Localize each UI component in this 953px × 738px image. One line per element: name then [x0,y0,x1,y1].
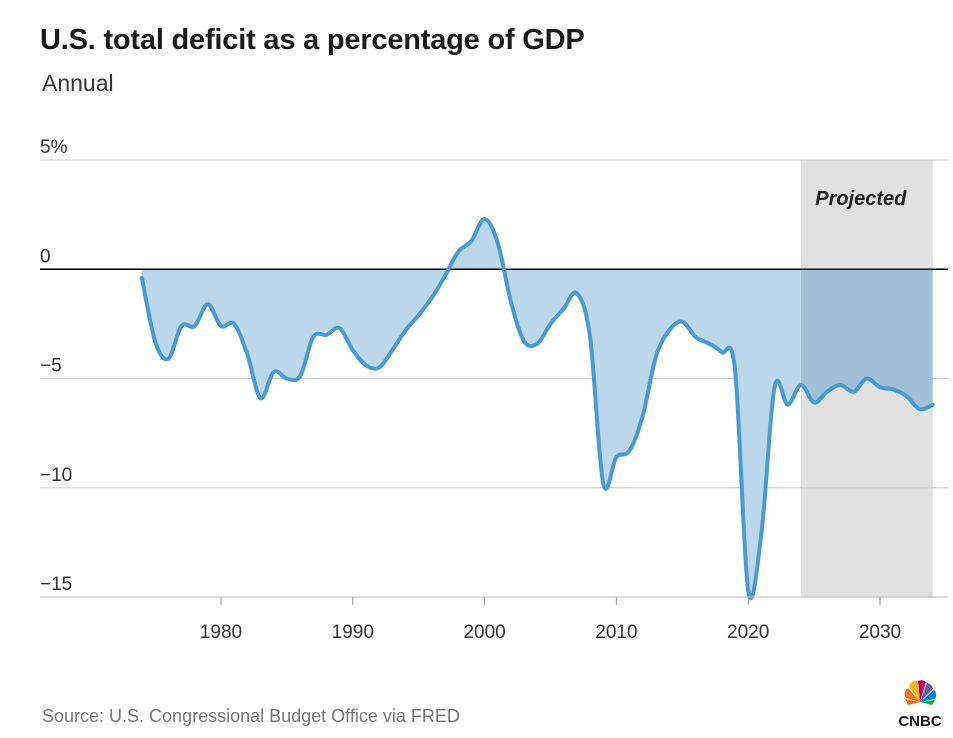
logo-wordmark: CNBC [898,713,941,730]
chart-subtitle: Annual [42,70,114,96]
cnbc-logo: CNBC [898,680,942,730]
x-tick-label: 2010 [595,622,637,643]
line-layer [139,217,935,601]
y-axis: 5% 0 −5 −10 −15 [40,137,72,595]
y-tick-label: −5 [40,356,62,377]
chart-title: U.S. total deficit as a percentage of GD… [40,24,585,56]
source-note: Source: U.S. Congressional Budget Office… [42,706,460,726]
deficit-area [141,218,933,599]
y-tick-label: −15 [40,574,72,595]
projection-overlay-layer [800,269,933,410]
area-layer [141,218,933,599]
y-tick-label: 5% [40,137,68,158]
projected-label: Projected [815,188,907,210]
y-tick-label: −10 [40,465,72,486]
x-tick-label: 1980 [200,622,242,643]
deficit-chart: 5% 0 −5 −10 −15 1980 1990 2000 2010 2020 2030 Pro… [40,137,948,643]
x-tick-label: 1990 [332,622,374,643]
projected-area [800,269,933,410]
peacock-icon [904,680,937,705]
deficit-line [139,217,935,601]
x-tick-label: 2030 [859,622,901,643]
y-tick-label: 0 [40,246,51,267]
x-tick-label: 2020 [727,622,769,643]
x-axis: 1980 1990 2000 2010 2020 2030 [40,596,948,643]
annotation-layer: Projected [815,188,907,210]
x-tick-label: 2000 [463,622,505,643]
